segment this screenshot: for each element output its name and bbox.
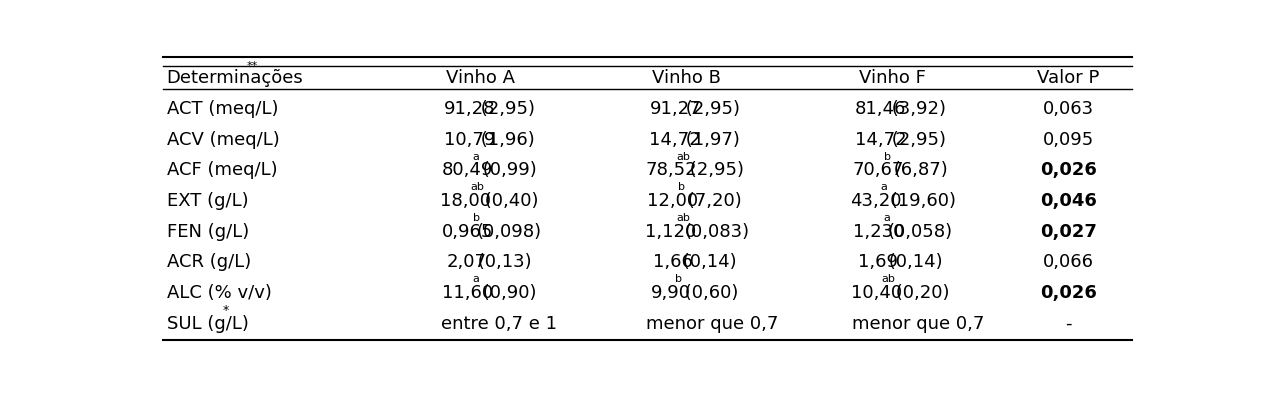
Text: 0,046: 0,046	[1039, 192, 1096, 209]
Text: (0,99): (0,99)	[476, 161, 537, 179]
Text: Determinações: Determinações	[167, 69, 303, 87]
Text: ab: ab	[676, 151, 690, 161]
Text: (0,098): (0,098)	[476, 222, 542, 240]
Text: (7,20): (7,20)	[682, 192, 743, 209]
Text: (0,20): (0,20)	[890, 283, 950, 301]
Text: 0,027: 0,027	[1039, 222, 1096, 240]
Text: a: a	[884, 213, 890, 223]
Text: 91,28: 91,28	[443, 100, 495, 118]
Text: (0,60): (0,60)	[679, 283, 739, 301]
Text: 1,120: 1,120	[645, 222, 697, 240]
Text: 78,52: 78,52	[645, 161, 697, 179]
Text: b: b	[676, 273, 682, 284]
Text: Vinho B: Vinho B	[652, 69, 721, 87]
Text: 2,07: 2,07	[447, 253, 488, 271]
Text: (0,90): (0,90)	[476, 283, 537, 301]
Text: **: **	[246, 61, 258, 71]
Text: 10,40: 10,40	[851, 283, 902, 301]
Text: (2,95): (2,95)	[475, 100, 534, 118]
Text: 70,67: 70,67	[853, 161, 904, 179]
Text: b: b	[884, 151, 890, 161]
Text: *: *	[222, 303, 229, 316]
Text: (0,13): (0,13)	[471, 253, 532, 271]
Text: EXT (g/L): EXT (g/L)	[167, 192, 249, 209]
Text: 91,27: 91,27	[649, 100, 701, 118]
Text: 9,90: 9,90	[650, 283, 691, 301]
Text: 18,00: 18,00	[440, 192, 491, 209]
Text: 43,20: 43,20	[850, 192, 902, 209]
Text: 11,60: 11,60	[442, 283, 493, 301]
Text: ab: ab	[676, 213, 690, 223]
Text: -: -	[1065, 314, 1071, 332]
Text: 12,00: 12,00	[648, 192, 698, 209]
Text: 0,066: 0,066	[1043, 253, 1094, 271]
Text: Valor P: Valor P	[1037, 69, 1099, 87]
Text: a: a	[472, 273, 480, 284]
Text: ab: ab	[882, 273, 895, 284]
Text: (0,14): (0,14)	[883, 253, 942, 271]
Text: menor que 0,7: menor que 0,7	[853, 314, 984, 332]
Text: 0,063: 0,063	[1043, 100, 1094, 118]
Text: (3,92): (3,92)	[885, 100, 946, 118]
Text: ACR (g/L): ACR (g/L)	[167, 253, 251, 271]
Text: (2,95): (2,95)	[885, 130, 946, 148]
Text: 14,72: 14,72	[649, 130, 701, 148]
Text: (2,95): (2,95)	[685, 161, 744, 179]
Text: 10,79: 10,79	[443, 130, 495, 148]
Text: b: b	[678, 182, 686, 192]
Text: 1,66: 1,66	[653, 253, 692, 271]
Text: 0,026: 0,026	[1039, 283, 1096, 301]
Text: a: a	[472, 151, 480, 161]
Text: Vinho A: Vinho A	[446, 69, 515, 87]
Text: (0,40): (0,40)	[479, 192, 538, 209]
Text: Vinho F: Vinho F	[859, 69, 926, 87]
Text: ACT (meq/L): ACT (meq/L)	[167, 100, 278, 118]
Text: a: a	[880, 182, 888, 192]
Text: SUL (g/L): SUL (g/L)	[167, 314, 249, 332]
Text: (1,96): (1,96)	[475, 130, 534, 148]
Text: 1,230: 1,230	[853, 222, 904, 240]
Text: ACF (meq/L): ACF (meq/L)	[167, 161, 278, 179]
Text: ab: ab	[471, 182, 485, 192]
Text: (19,60): (19,60)	[885, 192, 956, 209]
Text: b: b	[472, 213, 480, 223]
Text: (2,95): (2,95)	[681, 100, 740, 118]
Text: (1,97): (1,97)	[681, 130, 740, 148]
Text: 80,49: 80,49	[442, 161, 494, 179]
Text: 14,72: 14,72	[855, 130, 907, 148]
Text: FEN (g/L): FEN (g/L)	[167, 222, 249, 240]
Text: menor que 0,7: menor que 0,7	[647, 314, 779, 332]
Text: ALC (% v/v): ALC (% v/v)	[167, 283, 272, 301]
Text: 81,46: 81,46	[855, 100, 907, 118]
Text: 1,69: 1,69	[858, 253, 898, 271]
Text: 0,965: 0,965	[442, 222, 494, 240]
Text: ACV (meq/L): ACV (meq/L)	[167, 130, 279, 148]
Text: 0,095: 0,095	[1042, 130, 1094, 148]
Text: (0,083): (0,083)	[685, 222, 749, 240]
Text: (0,14): (0,14)	[677, 253, 736, 271]
Text: (6,87): (6,87)	[888, 161, 947, 179]
Text: entre 0,7 e 1: entre 0,7 e 1	[441, 314, 557, 332]
Text: (0,058): (0,058)	[888, 222, 954, 240]
Text: 0,026: 0,026	[1039, 161, 1096, 179]
